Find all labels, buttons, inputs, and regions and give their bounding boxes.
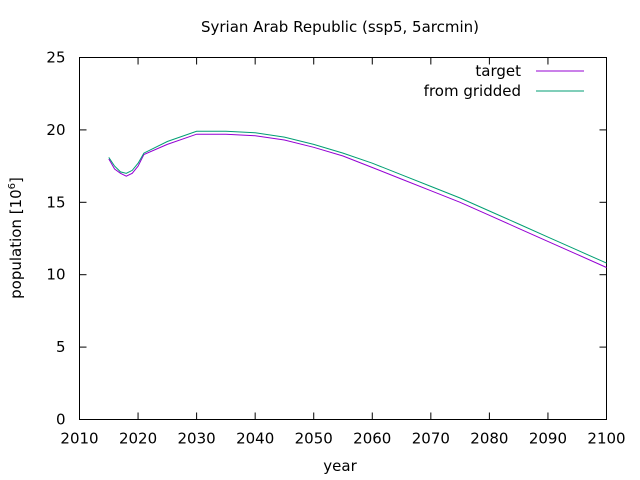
x-tick-label: 2010 <box>60 430 98 448</box>
x-tick-label: 2080 <box>470 430 508 448</box>
y-axis-label-exponent: 6 <box>7 183 18 189</box>
x-tick-label: 2050 <box>295 430 333 448</box>
x-tick-label: 2060 <box>353 430 391 448</box>
y-tick-label: 25 <box>46 49 65 67</box>
x-tick-label: 2040 <box>236 430 274 448</box>
y-tick-label: 5 <box>56 338 66 356</box>
y-axis-label-suffix: ] <box>7 177 25 183</box>
y-tick-label: 0 <box>56 411 66 429</box>
series-line-0 <box>108 133 607 268</box>
legend-label: from gridded <box>424 82 521 100</box>
series-lines <box>108 130 607 268</box>
x-tick-label: 2090 <box>529 430 567 448</box>
x-tick-label: 2020 <box>119 430 157 448</box>
y-tick-label: 10 <box>46 266 65 284</box>
chart-title: Syrian Arab Republic (ssp5, 5arcmin) <box>201 18 479 36</box>
x-tick-label: 2100 <box>587 430 625 448</box>
x-axis: 2010 2020 2030 2040 2050 2060 2070 2080 2090 2100 <box>60 57 626 448</box>
legend: target from gridded <box>424 62 584 100</box>
y-axis-label-prefix: population [10 <box>7 189 25 299</box>
plot-frame <box>79 57 607 420</box>
x-tick-label: 2030 <box>178 430 216 448</box>
series-line-1 <box>108 130 607 264</box>
y-tick-label: 15 <box>46 193 65 211</box>
y-tick-label: 20 <box>46 121 65 139</box>
y-axis-label: population [106] <box>7 177 25 299</box>
x-tick-label: 2070 <box>412 430 450 448</box>
legend-label: target <box>475 62 521 80</box>
y-axis: 0 5 10 15 20 25 <box>46 49 607 429</box>
x-axis-label: year <box>323 457 357 475</box>
